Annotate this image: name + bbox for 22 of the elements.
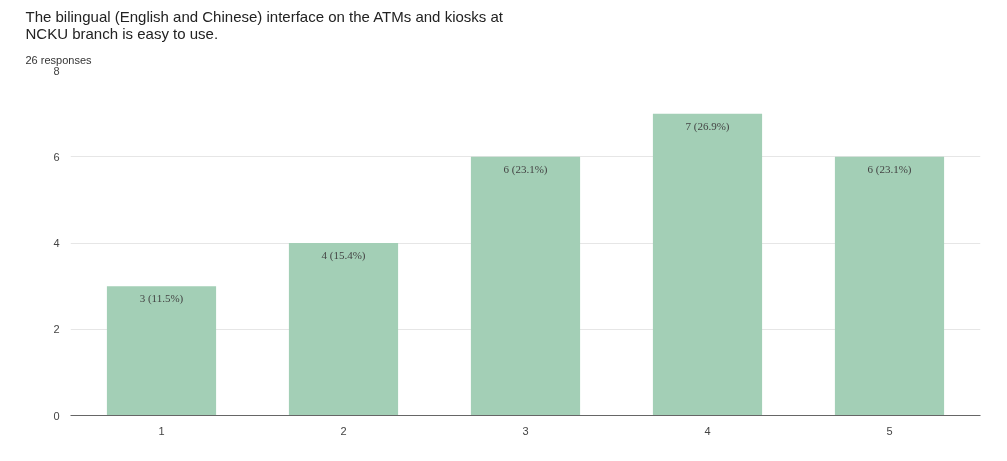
y-tick-label: 0 [53, 409, 60, 422]
bar [288, 243, 399, 416]
data-label: 4 (15.4%) [321, 249, 366, 262]
x-tick-label: 2 [340, 424, 347, 437]
bar [470, 156, 581, 416]
x-tick-label: 3 [522, 424, 529, 437]
x-tick-label: 1 [158, 424, 165, 437]
y-tick-label: 8 [53, 64, 60, 77]
bar [652, 113, 763, 416]
bar [834, 156, 945, 416]
data-label: 6 (23.1%) [503, 162, 548, 176]
x-tick-label: 5 [886, 424, 893, 437]
data-label: 6 (23.1%) [867, 162, 912, 176]
bar [106, 286, 217, 416]
chart-subtitle: 26 responses [25, 53, 93, 66]
data-label: 3 (11.5%) [139, 292, 184, 306]
y-tick-label: 2 [53, 323, 60, 336]
y-tick-label: 6 [53, 150, 60, 163]
data-label: 7 (26.9%) [685, 119, 730, 133]
chart-title: The bilingual (English and Chinese) interface on the ATMs and kiosks at NCKU branch is easy to use. [25, 7, 504, 42]
y-tick-label: 4 [53, 237, 60, 249]
x-tick-label: 4 [704, 424, 711, 437]
